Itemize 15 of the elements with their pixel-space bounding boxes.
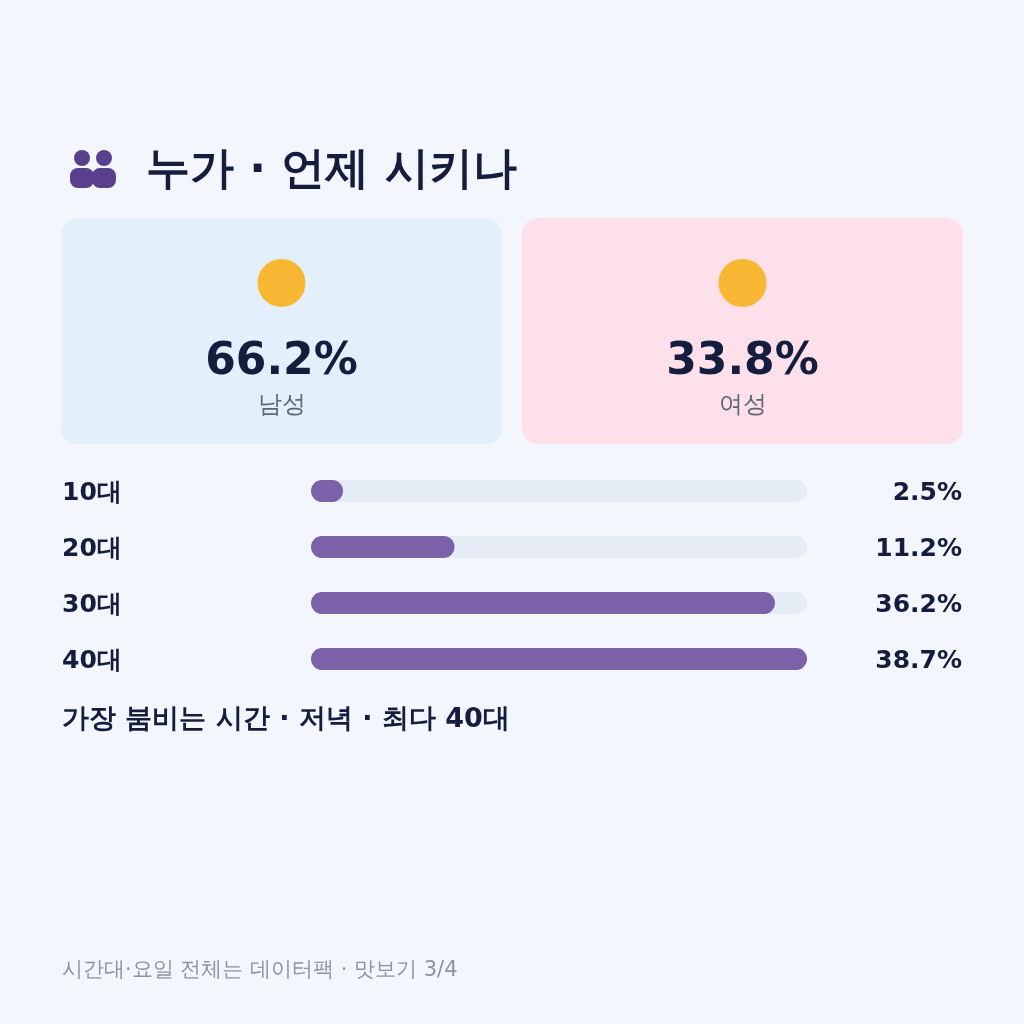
text: 시간대·요일 전체는 데이터팩 · 맛보기 3/4	[62, 957, 458, 981]
data-label: 66.2%	[205, 333, 358, 384]
y-tick-label: 20대	[62, 533, 122, 562]
category-label: 여성	[718, 390, 767, 418]
data-label: 2.5%	[892, 477, 962, 506]
text: 누가 · 언제 시키나	[146, 142, 517, 193]
data-label: 11.2%	[875, 533, 962, 562]
text: 가장 붐비는 시간 · 저녁 · 최다 40대	[62, 702, 510, 733]
y-tick-label: 40대	[62, 645, 122, 674]
data-label: 36.2%	[875, 589, 962, 618]
y-tick-label: 30대	[62, 589, 122, 618]
category-label: 남성	[257, 390, 306, 418]
data-label: 38.7%	[875, 645, 962, 674]
y-tick-label: 10대	[62, 477, 122, 506]
data-label: 33.8%	[666, 333, 819, 384]
